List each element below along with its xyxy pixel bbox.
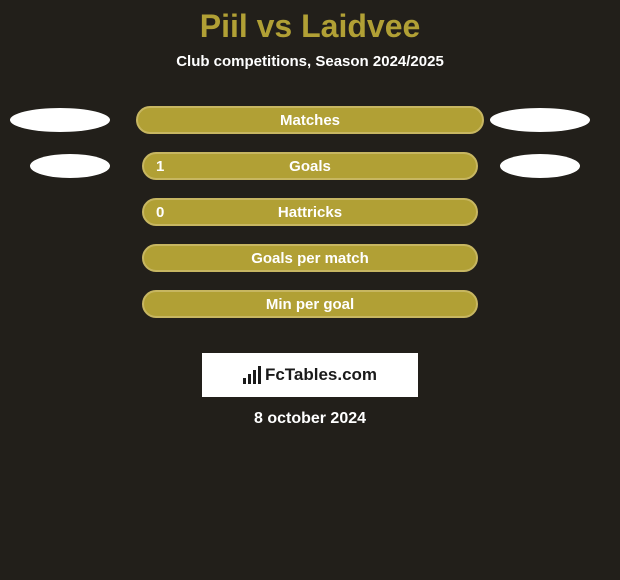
stat-bar: Matches [136, 106, 484, 134]
right-ellipse [490, 108, 590, 132]
stat-left-value: 1 [156, 158, 164, 175]
date-label: 8 october 2024 [254, 410, 366, 428]
chart-bars-icon [243, 366, 261, 384]
stat-rows: Matches Goals 1 Hattricks 0 Goals per match Mi… [0, 98, 620, 328]
stat-bar: Min per goal [142, 290, 478, 318]
stat-bar: Goals 1 [142, 152, 478, 180]
page-title: Piil vs Laidvee [0, 0, 620, 45]
stat-row: Matches [0, 98, 620, 144]
page-subtitle: Club competitions, Season 2024/2025 [0, 53, 620, 70]
stat-label: Matches [280, 112, 340, 129]
stat-row: Goals 1 [0, 144, 620, 190]
stat-bar: Hattricks 0 [142, 198, 478, 226]
stat-row: Goals per match [0, 236, 620, 282]
right-ellipse [500, 154, 580, 178]
stat-left-value: 0 [156, 204, 164, 221]
stat-label: Min per goal [266, 296, 354, 313]
brand-box: FcTables.com [202, 353, 418, 397]
stat-label: Hattricks [278, 204, 342, 221]
stat-row: Hattricks 0 [0, 190, 620, 236]
stat-bar: Goals per match [142, 244, 478, 272]
stat-label: Goals [289, 158, 331, 175]
left-ellipse [30, 154, 110, 178]
chart-canvas: Piil vs Laidvee Club competitions, Seaso… [0, 0, 620, 580]
stat-row: Min per goal [0, 282, 620, 328]
brand-text: FcTables.com [265, 365, 377, 385]
left-ellipse [10, 108, 110, 132]
stat-label: Goals per match [251, 250, 369, 267]
